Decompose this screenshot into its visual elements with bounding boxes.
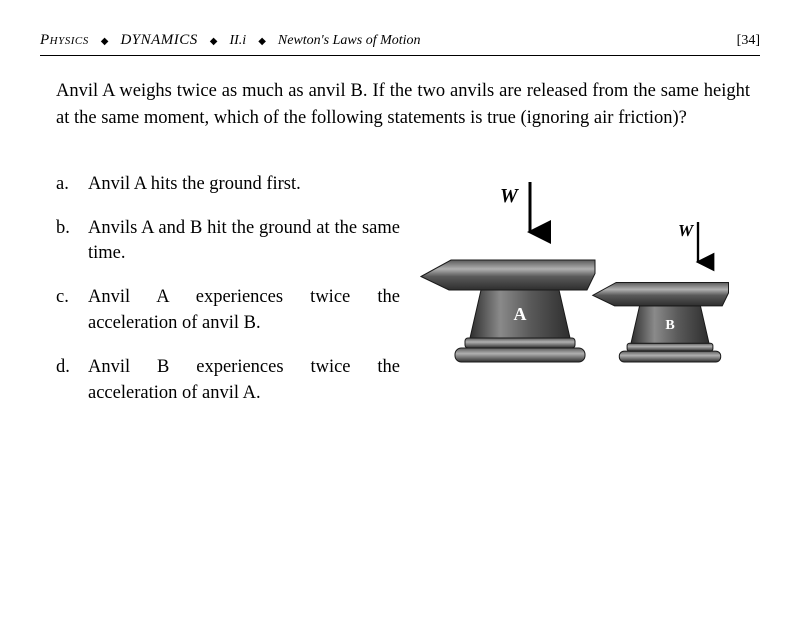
breadcrumb-sep-1: ◆ — [101, 36, 109, 47]
body-row: a. Anvil A hits the ground first. b. Anv… — [56, 172, 750, 425]
breadcrumb-section: DYNAMICS — [120, 32, 197, 49]
choice-d: d. Anvil B experiences twice the acceler… — [56, 355, 400, 407]
breadcrumb-subject: Physics — [40, 32, 89, 49]
anvils-figure: A W B W — [420, 172, 750, 412]
svg-text:W: W — [500, 185, 519, 207]
page-header: Physics ◆ DYNAMICS ◆ II.i ◆ Newton's Law… — [0, 0, 800, 55]
choice-a: a. Anvil A hits the ground first. — [56, 172, 400, 198]
choice-text: Anvil A experiences twice the accelerati… — [88, 285, 400, 337]
breadcrumb-sep-2: ◆ — [210, 36, 218, 47]
page-number: [34] — [737, 33, 760, 49]
svg-text:B: B — [665, 317, 674, 333]
choice-letter: a. — [56, 172, 76, 198]
choice-b: b. Anvils A and B hit the ground at the … — [56, 216, 400, 268]
content: Anvil A weighs twice as much as anvil B.… — [0, 56, 800, 425]
breadcrumb-sep-3: ◆ — [258, 36, 266, 47]
svg-text:W: W — [678, 221, 695, 240]
choice-text: Anvils A and B hit the ground at the sam… — [88, 216, 400, 268]
choice-letter: c. — [56, 285, 76, 337]
choice-text: Anvil A hits the ground first. — [88, 172, 400, 198]
breadcrumb-subsection: II.i — [229, 33, 246, 49]
breadcrumb-topic: Newton's Laws of Motion — [278, 33, 421, 49]
breadcrumb: Physics ◆ DYNAMICS ◆ II.i ◆ Newton's Law… — [40, 32, 421, 49]
choice-c: c. Anvil A experiences twice the acceler… — [56, 285, 400, 337]
svg-text:A: A — [514, 303, 527, 323]
choice-letter: b. — [56, 216, 76, 268]
choices-list: a. Anvil A hits the ground first. b. Anv… — [56, 172, 400, 425]
choice-letter: d. — [56, 355, 76, 407]
choice-text: Anvil B experiences twice the accelerati… — [88, 355, 400, 407]
question-text: Anvil A weighs twice as much as anvil B.… — [56, 78, 750, 132]
